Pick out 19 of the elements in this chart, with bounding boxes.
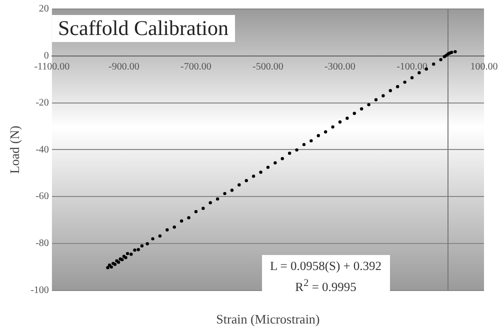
y-tick-label: 0 bbox=[44, 50, 49, 62]
y-axis-title: Load (N) bbox=[7, 126, 22, 174]
y-tick-label: -100 bbox=[30, 285, 49, 296]
y-tick-label: -40 bbox=[36, 144, 49, 156]
x-tick-label: -1100.00 bbox=[34, 62, 70, 73]
annotation: L = 0.0958(S) + 0.392 bbox=[270, 259, 382, 273]
y-tick-label: -20 bbox=[36, 97, 49, 108]
y-tick-label: -80 bbox=[36, 238, 49, 250]
x-axis-title: Strain (Microstrain) bbox=[216, 312, 320, 327]
x-tick-label: 100.00 bbox=[470, 62, 498, 73]
x-tick-label: -700.00 bbox=[180, 62, 212, 73]
chart-title: Scaffold Calibration bbox=[52, 15, 234, 42]
y-tick-label: -60 bbox=[36, 191, 49, 202]
x-tick-label: -100.00 bbox=[396, 62, 428, 73]
x-tick-label: -500.00 bbox=[252, 62, 284, 73]
x-tick-label: -300.00 bbox=[324, 62, 356, 73]
y-tick-label: 20 bbox=[38, 4, 49, 15]
annotation: R$^{2}$ = 0.9995 bbox=[295, 278, 356, 294]
x-tick-label: -900.00 bbox=[108, 62, 140, 73]
